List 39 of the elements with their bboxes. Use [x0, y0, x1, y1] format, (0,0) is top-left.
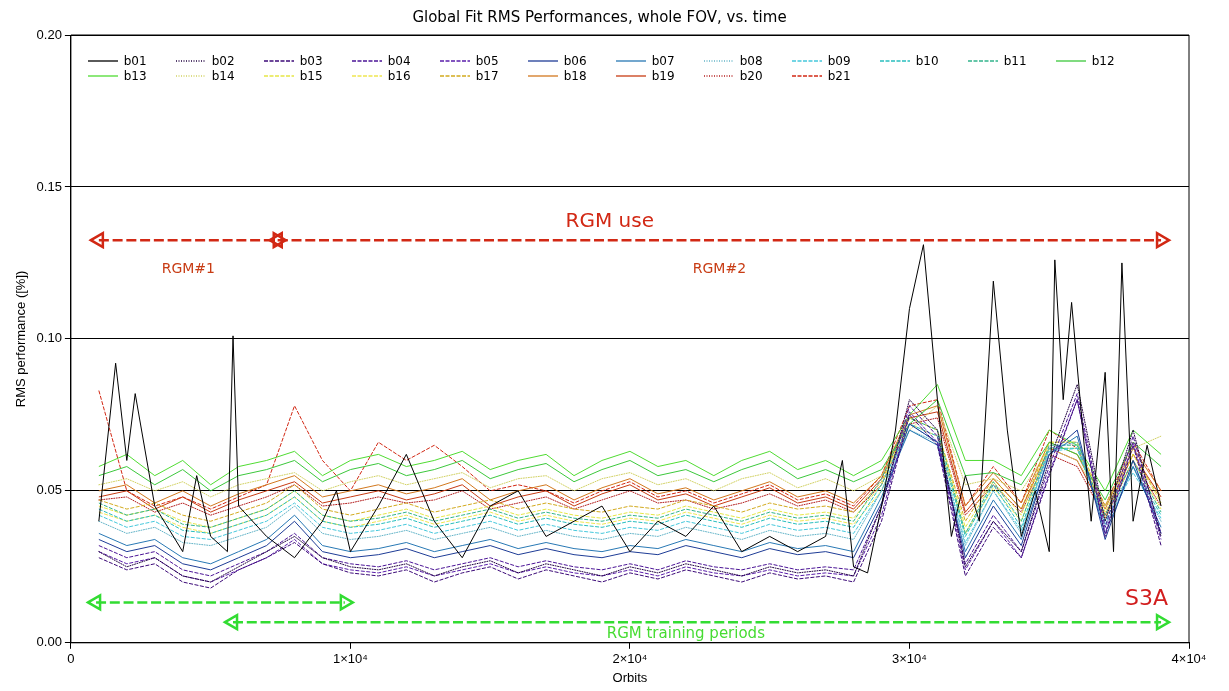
legend-label: b11	[1003, 53, 1027, 68]
annotation: RGM#2	[692, 260, 747, 277]
legend-label: b02	[211, 53, 235, 68]
legend-label: b06	[563, 53, 587, 68]
y-tick-label: 0.00	[36, 634, 62, 650]
legend-label: b19	[651, 68, 675, 83]
annotation: RGM training periods	[606, 624, 765, 643]
legend-label: b08	[739, 53, 763, 68]
legend-label: b07	[651, 53, 675, 68]
legend-label: b12	[1091, 53, 1115, 68]
annotation: S3A	[1124, 584, 1169, 610]
legend-label: b14	[211, 68, 235, 83]
annotation: RGM use	[565, 207, 655, 232]
legend-label: b13	[123, 68, 147, 83]
x-tick-label: 3×10⁴	[892, 651, 927, 667]
x-tick-label: 0	[67, 651, 75, 667]
legend-label: b04	[387, 53, 411, 68]
legend-label: b10	[915, 53, 939, 68]
y-axis-title: RMS performance ([%])	[13, 270, 29, 408]
legend-label: b05	[475, 53, 499, 68]
legend-label: b03	[299, 53, 323, 68]
y-tick-label: 0.20	[36, 26, 62, 42]
legend-label: b20	[739, 68, 763, 83]
legend-label: b16	[387, 68, 411, 83]
legend-label: b18	[563, 68, 587, 83]
y-tick-label: 0.10	[36, 330, 62, 346]
x-tick-label: 1×10⁴	[332, 651, 368, 667]
legend-label: b17	[475, 68, 499, 83]
legend-label: b01	[123, 53, 147, 68]
x-tick-label: 4×10⁴	[1171, 651, 1207, 667]
annotation: RGM#1	[161, 260, 215, 277]
legend-label: b15	[299, 68, 323, 83]
legend-label: b21	[827, 68, 851, 83]
y-tick-label: 0.05	[36, 482, 62, 498]
x-axis-title: Orbits	[612, 669, 648, 685]
chart-title: Global Fit RMS Performances, whole FOV, vs. time	[412, 7, 787, 26]
x-tick-label: 2×10⁴	[612, 651, 648, 667]
legend-label: b09	[827, 53, 851, 68]
y-tick-label: 0.15	[36, 178, 62, 194]
